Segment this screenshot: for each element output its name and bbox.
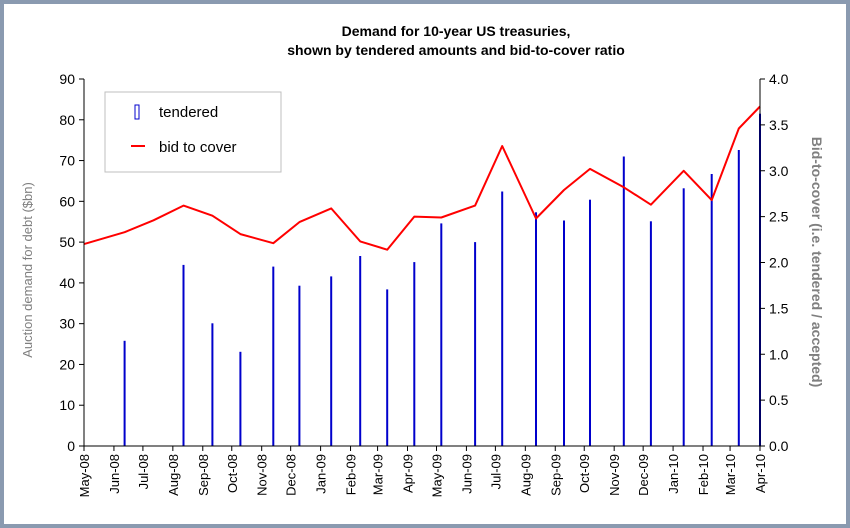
chart-canvas: Demand for 10-year US treasuries, shown … — [20, 23, 825, 497]
legend-swatch-tendered — [134, 104, 140, 120]
legend-box — [104, 91, 282, 173]
x-tick-label: May-08 — [77, 454, 92, 497]
x-tick-label: Apr-09 — [401, 454, 416, 493]
x-tick-label: Jan-09 — [314, 454, 329, 494]
tendered-bar — [298, 285, 301, 446]
left-tick-label: 30 — [59, 316, 75, 332]
right-axis: 0.0 0.5 1.0 1.5 2.0 2.5 3.0 3.5 4.0 — [759, 71, 789, 454]
tendered-bar — [682, 188, 685, 447]
left-tick-label: 60 — [59, 193, 75, 209]
tendered-bar — [535, 212, 537, 446]
left-tick-label: 70 — [59, 153, 75, 169]
bid-to-cover-line-layer — [83, 105, 761, 251]
right-tick-label: 3.0 — [769, 163, 789, 179]
x-tick-label: Jun-08 — [107, 454, 122, 494]
left-tick-label: 90 — [59, 71, 75, 87]
chart-title-line-2: shown by tendered amounts and bid-to-cov… — [287, 42, 625, 58]
x-tick-label: Feb-09 — [344, 454, 359, 495]
x-tick-label: Dec-08 — [284, 454, 299, 496]
tendered-bar — [211, 323, 214, 446]
tendered-bar — [622, 156, 625, 446]
tendered-bar — [330, 276, 333, 446]
left-axis-label: Auction demand for debt ($bn) — [20, 182, 35, 358]
tendered-bar — [474, 242, 477, 446]
x-tick-label: Jul-09 — [488, 454, 503, 489]
right-tick-label: 3.5 — [769, 117, 789, 133]
tendered-bar — [123, 340, 126, 446]
right-tick-label: 2.0 — [769, 255, 789, 271]
tendered-bar — [563, 220, 565, 446]
tendered-bar — [359, 256, 362, 446]
x-tick-label: Jan-10 — [666, 454, 681, 494]
left-tick-label: 40 — [59, 275, 75, 291]
x-axis: May-08 Jun-08 Jul-08 Aug-08 Sep-08 Oct-08 Nov-… — [77, 445, 768, 497]
right-tick-label: 1.0 — [769, 346, 789, 362]
x-tick-label: Feb-10 — [696, 454, 711, 495]
x-tick-label: Oct-09 — [577, 454, 592, 493]
tendered-bar — [239, 351, 242, 446]
chart-title-line-1: Demand for 10-year US treasuries, — [342, 23, 571, 39]
left-tick-label: 20 — [59, 356, 75, 372]
tendered-bar — [182, 264, 185, 446]
tendered-bar — [413, 262, 416, 446]
right-tick-label: 1.5 — [769, 300, 789, 316]
right-tick-label: 2.5 — [769, 209, 789, 225]
tendered-bar — [272, 266, 275, 446]
tendered-bar — [737, 150, 740, 446]
legend: tendered bid to cover — [104, 91, 282, 173]
legend-label-bid-to-cover: bid to cover — [159, 139, 237, 156]
right-tick-label: 4.0 — [769, 71, 789, 87]
right-axis-label: Bid-to-cover (i.e. tendered / accepted) — [809, 137, 825, 388]
bid-to-cover-line — [83, 105, 761, 251]
x-tick-label: Apr-10 — [753, 454, 768, 493]
left-tick-label: 10 — [59, 397, 75, 413]
legend-label-tendered: tendered — [159, 104, 218, 121]
x-tick-label: Aug-08 — [166, 454, 181, 496]
tendered-bar — [649, 221, 652, 446]
x-tick-label: Jul-08 — [136, 454, 151, 489]
tendered-bar — [501, 191, 504, 446]
tendered-bar — [710, 174, 713, 446]
x-tick-label: Aug-09 — [518, 454, 533, 496]
x-tick-label: Nov-08 — [255, 454, 270, 496]
left-tick-label: 0 — [67, 438, 75, 454]
x-tick-label: Sep-09 — [548, 454, 563, 496]
tendered-bar — [386, 289, 389, 446]
x-tick-label: Dec-09 — [636, 454, 651, 496]
right-tick-label: 0.5 — [769, 392, 789, 408]
x-tick-label: Jun-09 — [459, 454, 474, 494]
x-tick-label: Mar-10 — [723, 454, 738, 495]
left-tick-label: 80 — [59, 112, 75, 128]
tendered-bar — [440, 223, 443, 446]
x-tick-label: Sep-08 — [196, 454, 211, 496]
tendered-bar — [589, 199, 591, 446]
x-tick-label: Mar-09 — [371, 454, 386, 495]
right-tick-label: 0.0 — [769, 438, 789, 454]
x-tick-label: Oct-08 — [225, 454, 240, 493]
left-tick-label: 50 — [59, 234, 75, 250]
left-axis: 0 10 20 30 40 50 60 70 80 90 — [59, 71, 85, 454]
x-tick-label: Nov-09 — [607, 454, 622, 496]
x-tick-label: May-09 — [430, 454, 445, 497]
chart-title: Demand for 10-year US treasuries, shown … — [287, 23, 625, 58]
